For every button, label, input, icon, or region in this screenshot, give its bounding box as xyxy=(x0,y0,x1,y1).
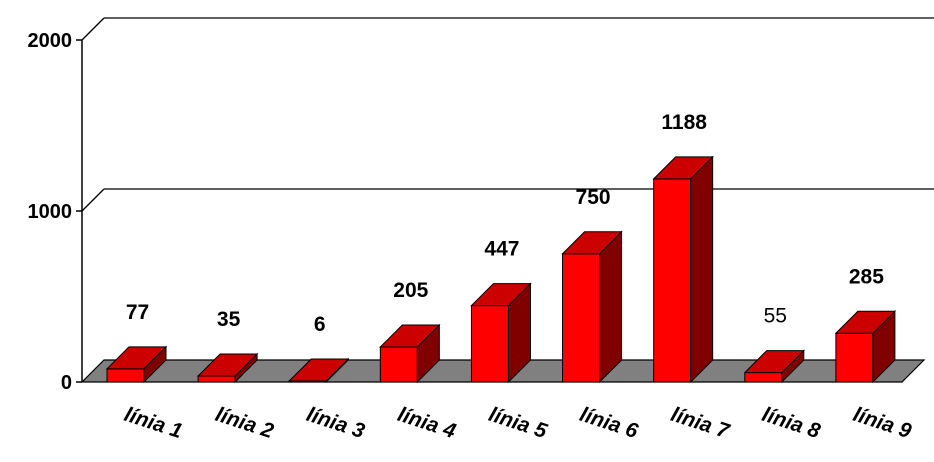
bar-front xyxy=(197,375,236,383)
category-label: línia 2 xyxy=(213,403,277,443)
data-labels: 77 35 6 205 447 750 1188 55 285 xyxy=(126,111,884,336)
bar-front xyxy=(470,305,509,383)
bar xyxy=(196,352,259,384)
bar-front xyxy=(379,346,418,383)
category-labels: línia 1 línia 2 línia 3 línia 4 línia 5 … xyxy=(121,403,914,444)
data-label: 285 xyxy=(849,265,884,288)
bar-front xyxy=(562,253,601,383)
bar-top xyxy=(561,231,623,255)
category-label: línia 7 xyxy=(668,403,733,444)
y-tick-label: 2000 xyxy=(28,30,73,52)
bar xyxy=(470,282,532,384)
data-label: 77 xyxy=(126,301,149,324)
bar-top xyxy=(743,350,805,374)
bar-top xyxy=(470,283,532,307)
bar-top xyxy=(834,310,897,334)
data-label: 750 xyxy=(576,186,611,209)
bar-top xyxy=(288,358,350,382)
bar xyxy=(743,349,805,384)
category-label: línia 1 xyxy=(121,403,185,443)
bar xyxy=(561,230,623,384)
bar-top xyxy=(379,324,441,348)
bars xyxy=(105,155,897,384)
y-tick-label: 0 xyxy=(61,372,72,394)
bar xyxy=(834,310,897,384)
bar xyxy=(105,345,168,384)
category-label: línia 8 xyxy=(759,403,823,443)
bar-front xyxy=(835,332,874,383)
data-label: 205 xyxy=(393,279,428,302)
gridlines xyxy=(81,17,934,212)
data-label: 1188 xyxy=(661,111,707,134)
category-label: línia 4 xyxy=(395,403,459,443)
category-label: línia 3 xyxy=(304,403,368,443)
y-tick-label: 1000 xyxy=(28,201,73,223)
bar-front xyxy=(744,372,783,383)
bar-front xyxy=(106,368,145,383)
y-tick-labels: 0 1000 2000 xyxy=(28,30,73,394)
bar-top xyxy=(196,353,259,377)
data-label: 55 xyxy=(764,305,787,328)
bar-side xyxy=(599,230,623,384)
data-label: 6 xyxy=(314,313,326,336)
bar xyxy=(288,357,350,384)
category-label: línia 9 xyxy=(850,403,914,443)
gridline-diagonal xyxy=(81,188,105,212)
data-label: 447 xyxy=(484,238,519,261)
gridline-diagonal xyxy=(81,17,105,41)
bar-top xyxy=(652,156,714,180)
category-label: línia 5 xyxy=(486,403,550,443)
bar-top xyxy=(105,346,168,370)
data-label: 35 xyxy=(217,308,241,331)
bar-side xyxy=(690,155,714,384)
y-axis xyxy=(76,39,83,383)
bar xyxy=(652,155,714,384)
bar xyxy=(379,323,441,384)
category-label: línia 6 xyxy=(577,403,641,443)
bar-front xyxy=(653,178,692,383)
